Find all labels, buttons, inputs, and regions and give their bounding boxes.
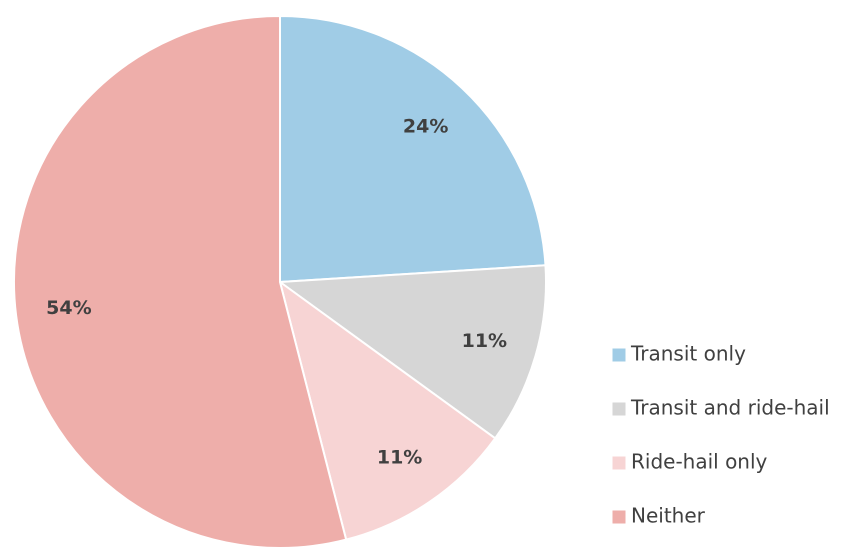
legend-swatch [611, 455, 627, 471]
legend-swatch [611, 347, 627, 363]
legend-swatch [611, 509, 627, 525]
legend-label: Ride-hail only [631, 450, 768, 474]
data-label: 54% [46, 297, 91, 319]
pie-slice [278, 279, 497, 541]
legend-label: Transit and ride-hail [630, 396, 830, 420]
legend-label: Transit only [630, 342, 746, 366]
data-label: 11% [462, 330, 507, 352]
legend-swatch [611, 401, 627, 417]
pie-slice [279, 14, 547, 284]
pie-slice [277, 264, 547, 440]
legend-label: Neither [631, 504, 706, 528]
pie-slice [13, 14, 348, 549]
data-label: 24% [403, 115, 448, 137]
data-label: 11% [377, 447, 422, 469]
